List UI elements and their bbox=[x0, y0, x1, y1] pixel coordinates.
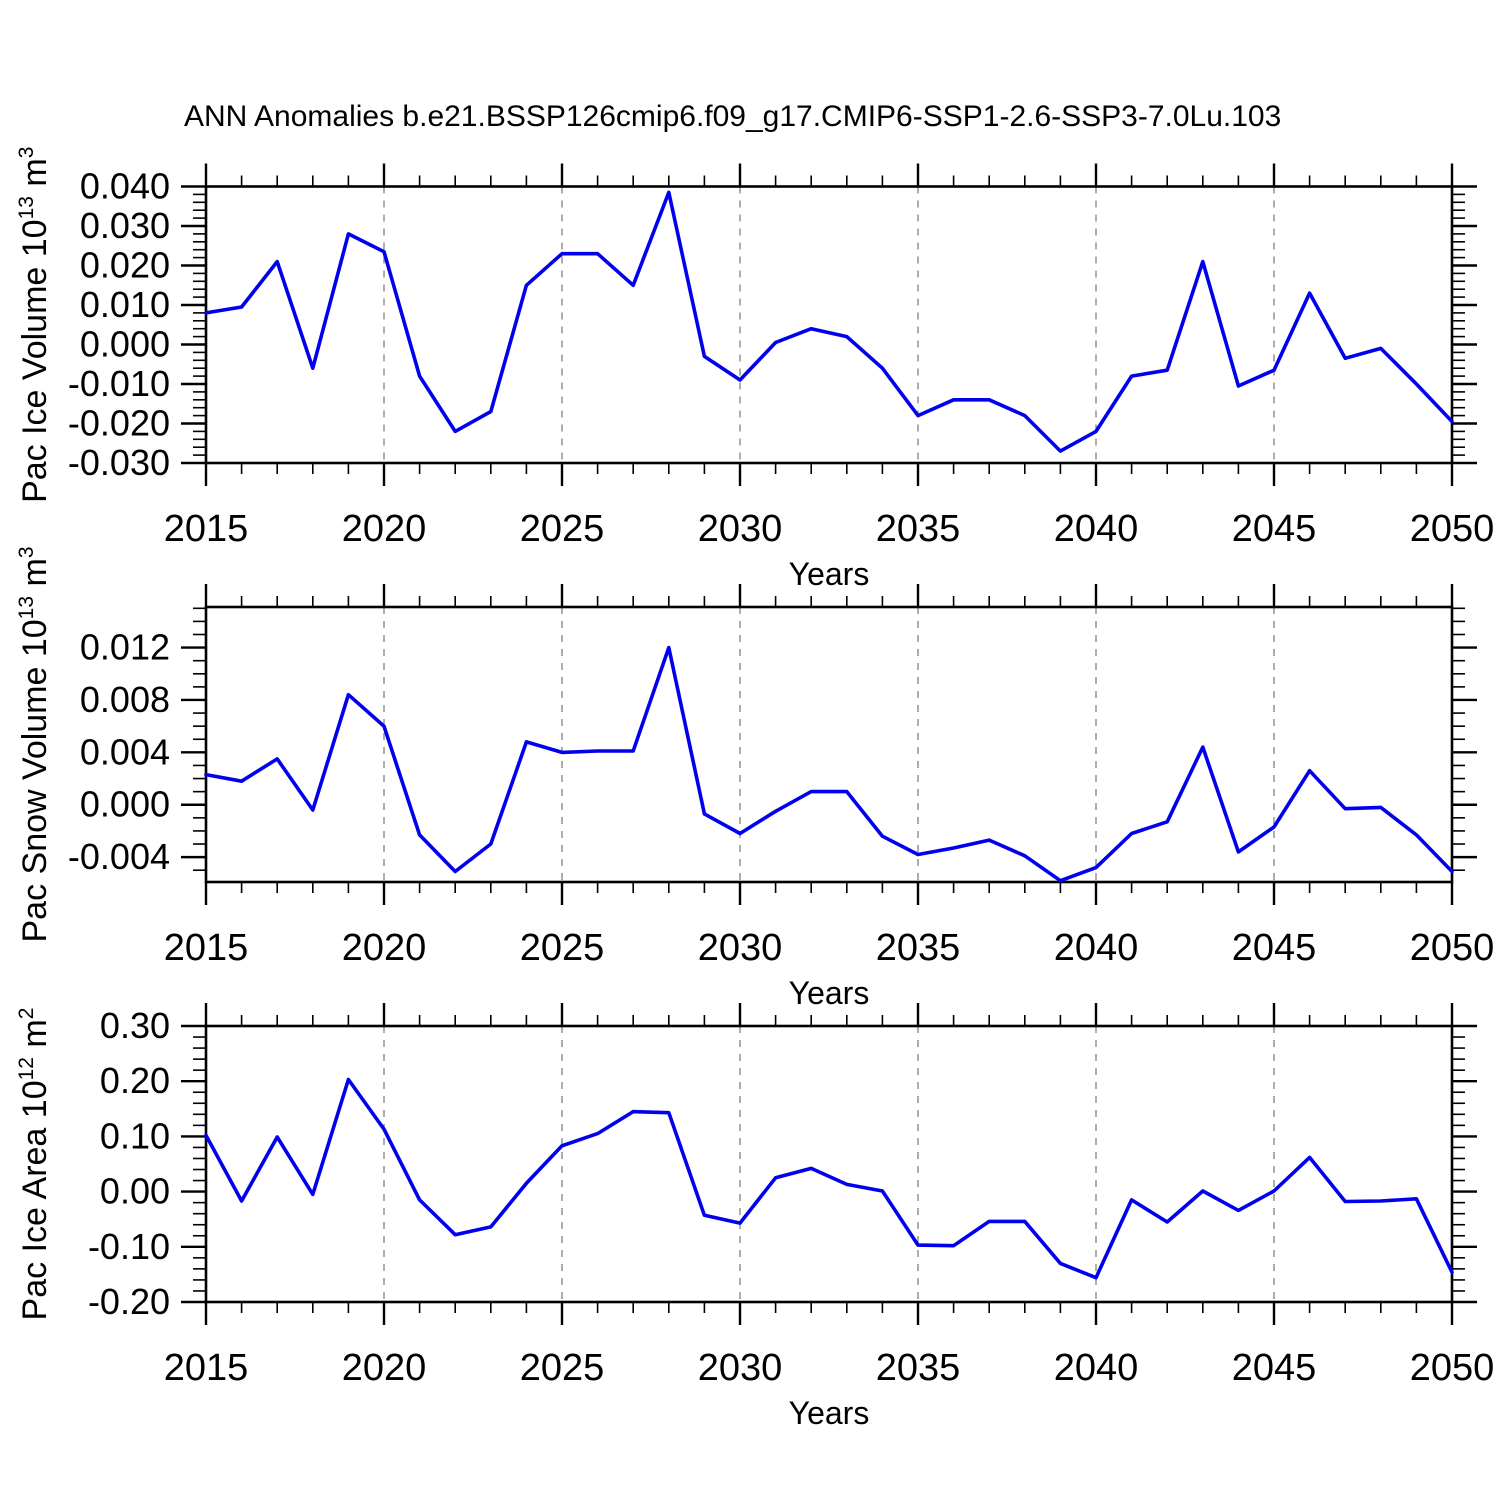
x-tick-label: 2050 bbox=[1410, 508, 1495, 550]
data-line bbox=[204, 645, 1454, 883]
x-tick-label: 2050 bbox=[1410, 1347, 1495, 1389]
y-axis-title: Pac Snow Volume 1013 m3 bbox=[15, 546, 54, 942]
x-tick-label: 2030 bbox=[698, 508, 783, 550]
x-tick-label: 2040 bbox=[1054, 508, 1139, 550]
data-line bbox=[204, 190, 1454, 453]
axis-frame bbox=[204, 1024, 1454, 1304]
y-tick-label: 0.30 bbox=[100, 1005, 170, 1046]
x-axis-title: Years bbox=[789, 975, 870, 1011]
x-tick-label: 2015 bbox=[164, 508, 249, 550]
y-tick-label: -0.020 bbox=[68, 403, 170, 444]
y-tick-label: -0.20 bbox=[88, 1281, 170, 1322]
x-tick-label: 2015 bbox=[164, 1347, 249, 1389]
chart-pac-ice-area: 2015 2020 2025 2030 2035 2040 2045 2050 0.30 0.20… bbox=[15, 1003, 1494, 1431]
x-tick-label: 2035 bbox=[876, 927, 961, 969]
y-tick-label: 0.020 bbox=[80, 245, 170, 286]
x-tick-label: 2045 bbox=[1232, 508, 1317, 550]
x-tick-label: 2020 bbox=[342, 508, 427, 550]
x-axis-title: Years bbox=[789, 1395, 870, 1431]
x-tick-label: 2030 bbox=[698, 927, 783, 969]
x-tick-label: 2040 bbox=[1054, 1347, 1139, 1389]
x-tick-label: 2045 bbox=[1232, 927, 1317, 969]
figure-title: ANN Anomalies b.e21.BSSP126cmip6.f09_g17… bbox=[184, 100, 1282, 133]
y-tick-label: 0.010 bbox=[80, 284, 170, 325]
x-tick-label: 2025 bbox=[520, 508, 605, 550]
x-tick-label: 2015 bbox=[164, 927, 249, 969]
y-tick-label: 0.008 bbox=[80, 679, 170, 720]
axis-frame bbox=[204, 185, 1454, 465]
y-axis-title: Pac Ice Area 1012 m2 bbox=[15, 1008, 54, 1321]
x-tick-label: 2045 bbox=[1232, 1347, 1317, 1389]
x-axis-title: Years bbox=[789, 556, 870, 592]
y-tick-label: 0.030 bbox=[80, 205, 170, 246]
y-tick-label: 0.040 bbox=[80, 166, 170, 207]
x-tick-label: 2025 bbox=[520, 1347, 605, 1389]
y-axis-title: Pac Ice Volume 1013 m3 bbox=[15, 147, 54, 503]
x-tick-label: 2040 bbox=[1054, 927, 1139, 969]
y-tick-label: 0.000 bbox=[80, 324, 170, 365]
y-tick-label: -0.030 bbox=[68, 442, 170, 483]
y-tick-label: -0.004 bbox=[68, 836, 170, 877]
axis-frame bbox=[204, 605, 1454, 884]
y-tick-label: 0.00 bbox=[100, 1171, 170, 1212]
x-tick-label: 2025 bbox=[520, 927, 605, 969]
x-tick-label: 2020 bbox=[342, 927, 427, 969]
y-tick-label: 0.000 bbox=[80, 784, 170, 825]
y-tick-label: 0.012 bbox=[80, 627, 170, 668]
y-tick-label: 0.10 bbox=[100, 1115, 170, 1156]
x-tick-label: 2020 bbox=[342, 1347, 427, 1389]
x-tick-label: 2035 bbox=[876, 508, 961, 550]
y-tick-label: -0.10 bbox=[88, 1226, 170, 1267]
chart-pac-ice-volume: 2015 2020 2025 2030 2035 2040 2045 20500.0400.0… bbox=[15, 147, 1494, 592]
chart-pac-snow-volume: 2015 2020 2025 2030 2035 2040 2045 2050 0.012 0.0… bbox=[15, 546, 1494, 1011]
x-tick-label: 2050 bbox=[1410, 927, 1495, 969]
y-tick-label: 0.20 bbox=[100, 1060, 170, 1101]
y-tick-label: -0.010 bbox=[68, 363, 170, 404]
x-tick-label: 2030 bbox=[698, 1347, 783, 1389]
x-tick-label: 2035 bbox=[876, 1347, 961, 1389]
y-tick-label: 0.004 bbox=[80, 731, 170, 772]
data-line bbox=[204, 1077, 1454, 1280]
